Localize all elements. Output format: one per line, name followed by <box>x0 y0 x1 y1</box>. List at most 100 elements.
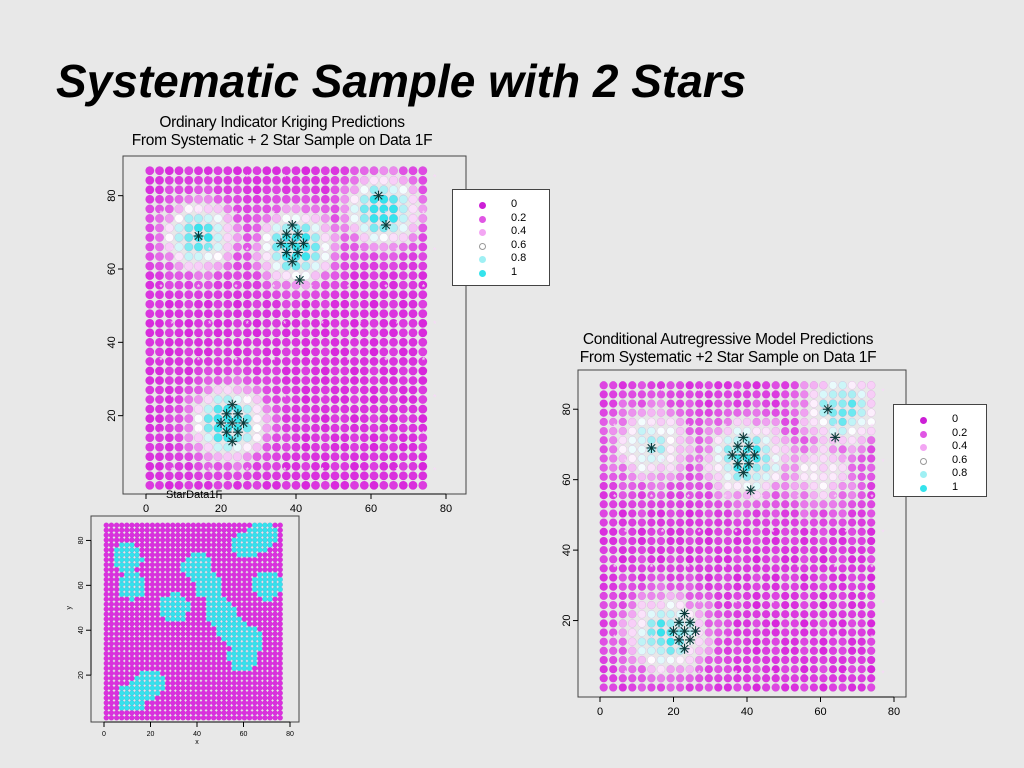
surface-point <box>330 232 340 242</box>
surface-point <box>242 194 252 204</box>
surface-point <box>350 356 360 366</box>
surface-point <box>771 555 780 564</box>
surface-point <box>780 463 790 472</box>
surface-point <box>685 390 694 399</box>
surface-point <box>195 631 202 637</box>
surface-point <box>291 280 301 290</box>
surface-point <box>867 683 876 692</box>
surface-point <box>809 500 819 509</box>
surface-point <box>184 213 194 223</box>
surface-point <box>771 637 780 646</box>
surface-point <box>256 640 263 647</box>
sample-point: * <box>358 246 362 256</box>
surface-point <box>124 685 130 691</box>
surface-point <box>159 606 166 612</box>
surface-point <box>281 442 291 452</box>
surface-point <box>190 680 197 686</box>
surface-point <box>694 674 704 683</box>
surface-point <box>139 645 145 652</box>
sample-point: * <box>723 633 727 643</box>
surface-point <box>262 685 268 691</box>
surface-point <box>221 581 227 588</box>
surface-point <box>272 576 278 583</box>
surface-point <box>389 251 399 261</box>
surface-point <box>108 695 115 701</box>
surface-point <box>398 461 408 471</box>
surface-point <box>819 472 828 482</box>
surface-point <box>154 232 164 242</box>
surface-point <box>231 616 237 622</box>
surface-point <box>236 561 243 568</box>
surface-point <box>809 490 819 500</box>
surface-point <box>389 242 399 252</box>
surface-point <box>226 655 232 662</box>
surface-point <box>251 532 258 538</box>
surface-point <box>175 542 181 548</box>
surface-point <box>267 700 273 706</box>
surface-point <box>379 375 389 385</box>
surface-point <box>210 685 217 691</box>
surface-point <box>599 417 608 427</box>
surface-point <box>262 480 272 490</box>
surface-point <box>819 619 828 628</box>
surface-point <box>752 591 761 601</box>
surface-point <box>723 490 733 500</box>
surface-point <box>272 680 278 686</box>
surface-point <box>232 461 242 471</box>
surface-point <box>145 232 155 242</box>
surface-point <box>599 573 608 582</box>
surface-point <box>252 433 262 443</box>
y-tick-label: 40 <box>106 336 118 348</box>
surface-point <box>205 576 212 583</box>
surface-point <box>340 223 350 233</box>
surface-point <box>694 665 704 674</box>
surface-point <box>129 636 135 642</box>
surface-point <box>139 561 145 568</box>
sample-point: * <box>613 563 617 573</box>
surface-point <box>618 527 628 537</box>
surface-point <box>231 561 237 568</box>
surface-point <box>226 616 232 622</box>
surface-point <box>195 576 202 583</box>
surface-point <box>144 665 150 672</box>
sample-point: * <box>283 172 287 182</box>
surface-point <box>272 640 278 647</box>
legend-marker <box>920 457 927 465</box>
surface-point <box>838 500 847 509</box>
surface-point <box>790 481 800 491</box>
surface-point <box>134 636 140 642</box>
surface-point <box>267 611 273 617</box>
surface-point <box>800 573 809 582</box>
surface-point <box>241 626 248 632</box>
surface-point <box>180 636 186 642</box>
surface-point <box>359 452 369 462</box>
surface-point <box>252 385 262 395</box>
surface-point <box>790 435 800 445</box>
surface-point <box>847 454 857 463</box>
surface-point <box>742 518 752 527</box>
sample-point: * <box>208 172 212 182</box>
surface-point <box>819 591 828 601</box>
surface-point <box>704 426 714 436</box>
y-tick-label: 20 <box>78 671 85 679</box>
surface-point <box>242 404 252 414</box>
surface-point <box>232 232 242 242</box>
surface-point <box>291 461 301 471</box>
surface-point <box>154 404 164 414</box>
surface-point <box>647 472 656 482</box>
surface-point <box>330 356 340 366</box>
surface-point <box>790 390 800 399</box>
surface-point <box>139 665 145 672</box>
surface-point <box>185 547 191 553</box>
legend-entry: 0.4 <box>894 440 986 453</box>
surface-point <box>113 636 120 642</box>
surface-point <box>185 561 191 568</box>
surface-point <box>310 394 320 404</box>
surface-point <box>180 685 186 691</box>
surface-point <box>675 545 685 555</box>
surface-point <box>185 709 191 716</box>
star-mark <box>216 418 226 428</box>
surface-point <box>369 175 379 185</box>
surface-point <box>800 472 809 482</box>
surface-point <box>857 564 866 573</box>
